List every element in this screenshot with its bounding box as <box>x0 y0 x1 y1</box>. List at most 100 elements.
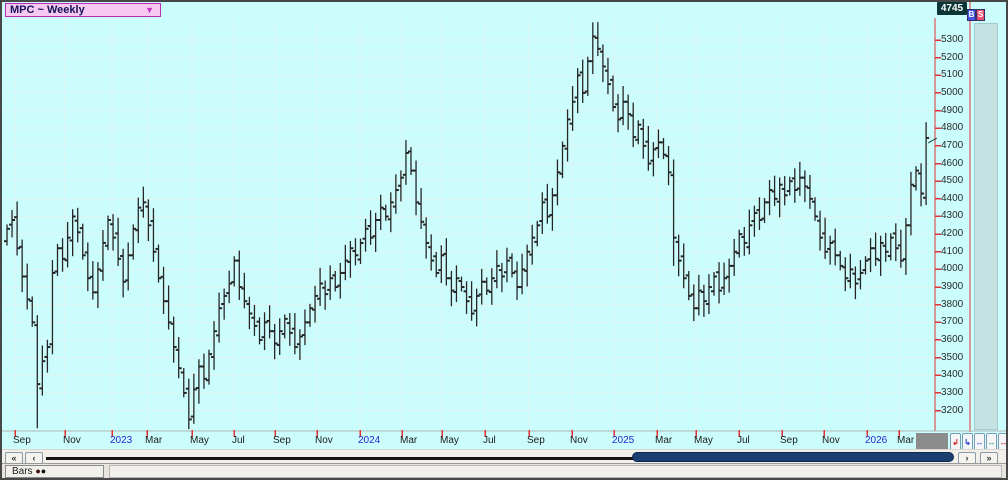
ohlc-bar <box>271 323 278 360</box>
ohlc-bar <box>827 235 834 265</box>
ohlc-bar <box>165 285 172 330</box>
ohlc-bar <box>4 224 10 246</box>
ohlc-bar <box>897 229 904 268</box>
scroll-left-button[interactable]: ‹ <box>25 452 43 464</box>
scrollbar-track[interactable] <box>46 457 634 460</box>
ohlc-bar <box>806 174 813 209</box>
price-axis-label: 4300 <box>941 210 964 222</box>
ohlc-bar <box>453 265 460 303</box>
ohlc-bar <box>322 280 329 310</box>
ohlc-bar <box>468 281 475 321</box>
ohlc-bar <box>529 224 536 265</box>
ohlc-bar <box>332 270 339 292</box>
ohlc-bar <box>347 240 354 278</box>
price-axis-label: 4500 <box>941 175 964 187</box>
symbol-timeframe-dropdown[interactable]: MPC ~ Weekly ▼ <box>5 3 161 17</box>
horizontal-scrollbar[interactable]: « ‹ › » <box>2 449 1006 464</box>
time-axis-year-label: 2025 <box>612 435 635 446</box>
ohlc-bar <box>539 192 546 234</box>
ohlc-bar <box>812 197 818 221</box>
ohlc-bar <box>84 242 91 292</box>
ohlc-bar <box>413 160 420 216</box>
ohlc-bar <box>357 238 364 264</box>
ohlc-bar <box>847 253 854 289</box>
ohlc-bar <box>801 170 808 203</box>
symbol-timeframe-label: MPC ~ Weekly <box>10 4 85 16</box>
sell-button[interactable]: S <box>976 9 985 21</box>
time-axis-month-label: Jul <box>737 435 750 446</box>
ohlc-bar <box>721 262 728 295</box>
ohlc-bar <box>493 250 500 289</box>
ohlc-bar <box>342 244 349 281</box>
ohlc-bar <box>206 349 212 385</box>
bars-tab-label: Bars <box>12 466 33 477</box>
time-axis-month-label: May <box>694 435 713 446</box>
last-price-tag: 4745 <box>937 2 967 15</box>
price-axis-label: 3700 <box>941 316 964 328</box>
ohlc-bar <box>599 44 606 83</box>
ohlc-bar <box>907 171 914 236</box>
price-axis-label: 4000 <box>941 263 964 275</box>
time-axis-year-label: 2023 <box>110 435 133 446</box>
price-axis-label: 4900 <box>941 104 964 116</box>
ohlc-bar <box>594 22 601 57</box>
price-axis-label: 4800 <box>941 122 964 134</box>
price-axis-label: 4200 <box>941 228 964 240</box>
ohlc-bar <box>877 235 884 276</box>
time-axis-month-label: Nov <box>63 435 81 446</box>
ohlc-bar <box>312 285 319 323</box>
time-axis-month-label: Sep <box>527 435 545 446</box>
ohlc-bar <box>857 260 864 290</box>
status-dot-icon: ● <box>35 466 41 476</box>
ohlc-bar <box>610 75 616 112</box>
ohlc-bar <box>19 239 26 293</box>
ohlc-bar <box>372 212 379 252</box>
ohlc-bar <box>327 265 334 300</box>
ohlc-bar <box>256 317 263 345</box>
scrollbar-thumb[interactable] <box>632 452 954 462</box>
ohlc-bar <box>711 272 717 296</box>
ohlc-bar <box>887 233 894 261</box>
ohlc-bar <box>433 251 440 278</box>
ohlc-bar <box>675 234 682 277</box>
ohlc-bar <box>514 261 521 300</box>
time-axis-month-label: Jul <box>483 435 496 446</box>
ohlc-bar <box>64 221 71 268</box>
chart-plot-area[interactable] <box>2 2 1006 464</box>
price-axis-label: 5200 <box>941 51 964 63</box>
ohlc-bar <box>483 277 490 295</box>
ohlc-bar <box>397 170 404 202</box>
ohlc-bar <box>473 288 480 327</box>
ohlc-bar <box>756 197 763 231</box>
bars-tab[interactable]: Bars ●● <box>5 465 104 478</box>
ohlc-bar <box>49 260 56 355</box>
ohlc-bar <box>872 232 879 267</box>
ohlc-bar <box>145 199 152 241</box>
ohlc-bar <box>615 94 622 133</box>
ohlc-bar <box>44 339 51 373</box>
time-axis-month-label: May <box>190 435 209 446</box>
ohlc-bar <box>246 296 253 330</box>
buy-button[interactable]: B <box>967 9 976 21</box>
ohlc-bar <box>170 316 177 363</box>
ohlc-bar <box>14 201 21 256</box>
time-axis-month-label: Mar <box>145 435 163 446</box>
ohlc-bar <box>291 312 298 355</box>
ohlc-bar <box>867 238 874 273</box>
ohlc-bar <box>135 197 142 244</box>
ohlc-bar <box>438 245 445 283</box>
ohlc-bar <box>362 218 369 252</box>
time-axis-month-label: Nov <box>570 435 588 446</box>
ohlc-bar <box>655 129 662 159</box>
ohlc-bar <box>902 218 909 275</box>
ohlc-bar <box>307 303 313 327</box>
ohlc-bar <box>488 268 495 305</box>
ohlc-bar <box>463 281 470 315</box>
ohlc-bar <box>852 266 859 300</box>
status-message-field <box>109 465 1002 478</box>
time-axis-month-label: Mar <box>897 435 915 446</box>
ohlc-bar <box>650 142 657 177</box>
ohlc-bar <box>9 209 16 238</box>
ohlc-bar <box>862 256 869 275</box>
